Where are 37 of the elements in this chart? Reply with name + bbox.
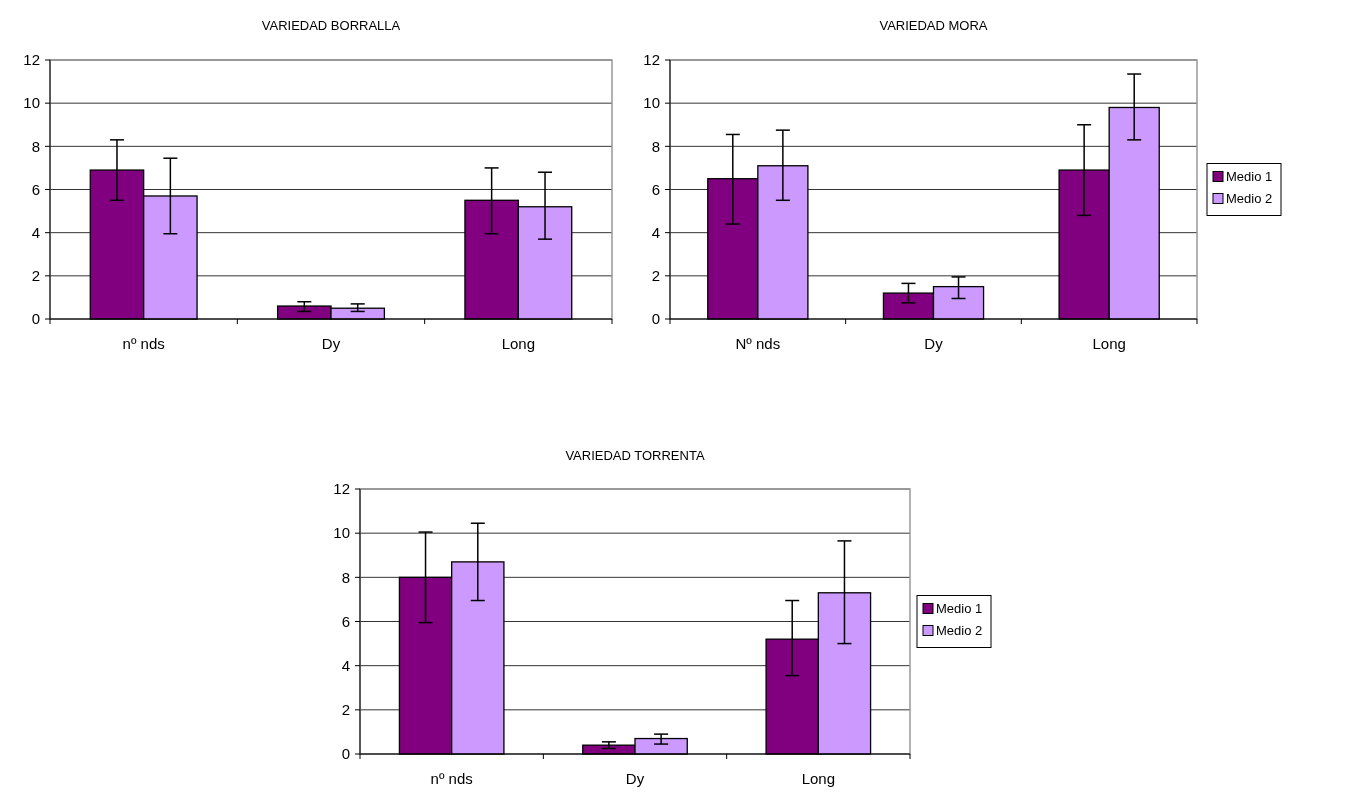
y-tick-label: 0	[31, 310, 40, 328]
y-tick-label: 4	[31, 223, 40, 241]
y-tick-label: 2	[31, 267, 40, 285]
y-tick-label: 0	[341, 745, 350, 763]
x-tick-label: nº nds	[430, 770, 473, 787]
x-tick-label: Nº nds	[735, 335, 781, 352]
y-tick-label: 8	[341, 568, 350, 586]
legend-label: Medio 1	[936, 601, 983, 617]
chart-title: VARIEDAD MORA	[879, 18, 988, 33]
y-tick-label: 6	[31, 180, 40, 198]
y-tick-label: 6	[651, 180, 660, 198]
x-tick-label: Long	[801, 770, 836, 787]
chart-title: VARIEDAD TORRENTA	[565, 448, 705, 463]
y-tick-label: 6	[341, 612, 350, 630]
y-tick-label: 2	[341, 701, 350, 719]
x-tick-label: Dy	[924, 335, 944, 352]
chart-title: VARIEDAD BORRALLA	[261, 18, 401, 33]
legend-label: Medio 2	[1226, 191, 1273, 207]
x-tick-label: Long	[1092, 335, 1126, 352]
y-tick-label: 12	[23, 51, 40, 69]
y-tick-label: 10	[333, 524, 350, 542]
x-tick-label: Dy	[625, 770, 645, 787]
x-tick-label: Dy	[321, 335, 341, 352]
y-tick-label: 12	[333, 480, 350, 498]
y-tick-label: 2	[651, 267, 660, 285]
y-tick-label: 4	[341, 656, 350, 674]
y-tick-label: 8	[31, 137, 40, 155]
y-tick-label: 8	[651, 137, 660, 155]
y-tick-label: 4	[651, 223, 660, 241]
y-tick-label: 12	[643, 51, 660, 69]
legend-label: Medio 2	[936, 623, 983, 639]
y-tick-label: 0	[651, 310, 660, 328]
legend-label: Medio 1	[1226, 169, 1273, 185]
y-tick-label: 10	[23, 94, 40, 112]
y-tick-label: 10	[643, 94, 660, 112]
x-tick-label: nº nds	[122, 335, 165, 352]
x-tick-label: Long	[501, 335, 536, 352]
